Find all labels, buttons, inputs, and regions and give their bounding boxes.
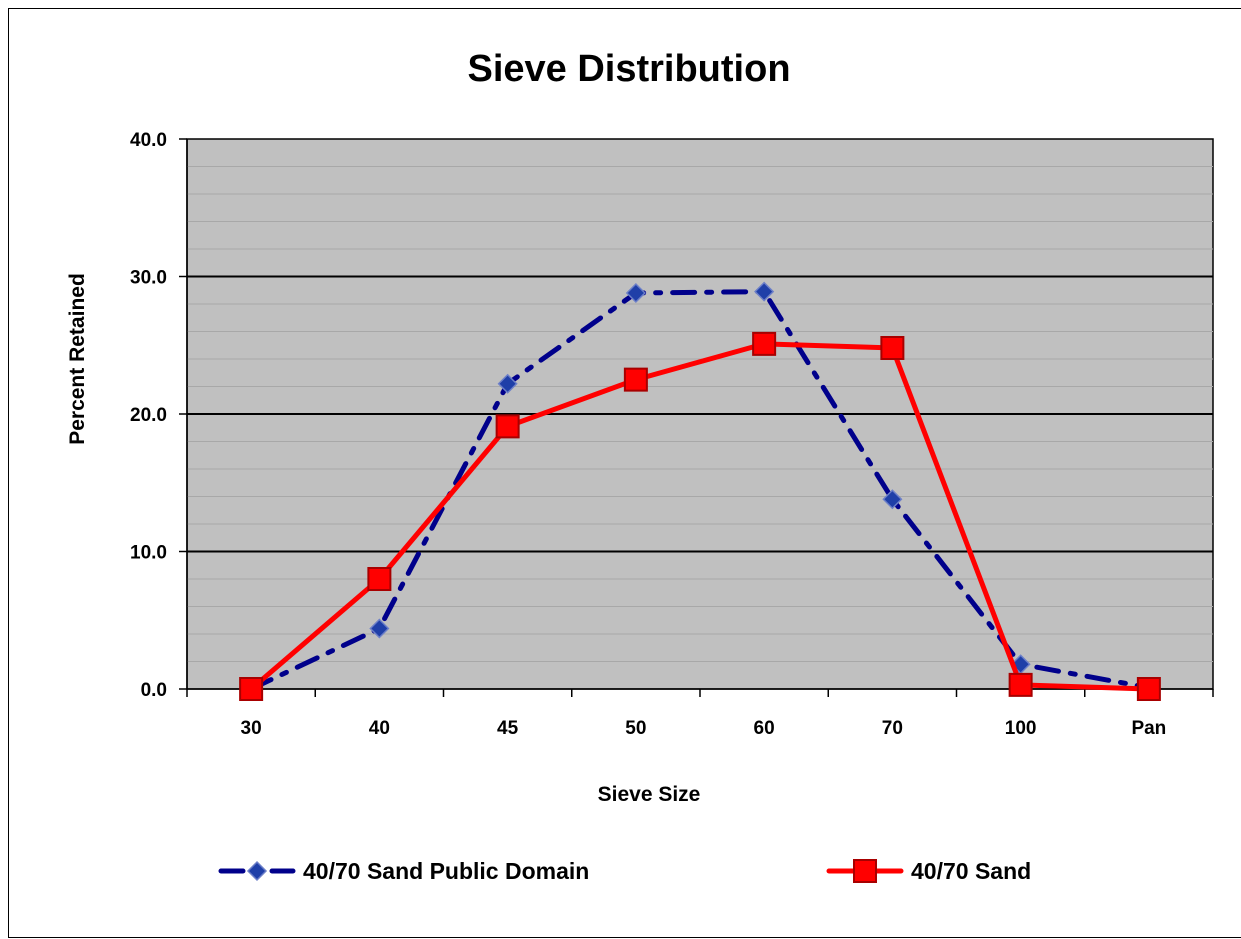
y-tick-label: 20.0 <box>130 405 167 426</box>
x-tick-label: 45 <box>497 718 519 739</box>
chart-svg: Sieve Distribution 0.0 10.0 20.0 30.0 40.0 3… <box>66 48 1214 884</box>
legend: 40/70 Sand Public Domain 40/70 Sand <box>218 858 1031 884</box>
series-line-1 <box>248 289 1152 692</box>
x-tick-label: 50 <box>625 718 646 739</box>
x-axis-label: Sieve Size <box>598 783 701 806</box>
series-1-point <box>882 489 903 510</box>
x-tick-label: 60 <box>754 718 775 739</box>
y-axis-label: Percent Retained <box>66 273 89 445</box>
legend-label-2: 40/70 Sand <box>911 858 1031 884</box>
legend-label-1: 40/70 Sand Public Domain <box>303 858 589 884</box>
x-tick-label: 40 <box>369 718 390 739</box>
gridlines <box>187 166 1213 662</box>
y-tick-label: 30.0 <box>130 268 167 289</box>
series-layer <box>239 281 1161 701</box>
chart-title: Sieve Distribution <box>467 48 790 90</box>
series-2-point <box>752 331 777 356</box>
series-2-point <box>239 677 264 701</box>
series-1-point <box>625 282 646 304</box>
legend-marker-1 <box>246 860 268 882</box>
series-2-point <box>1136 677 1161 701</box>
series-2-point <box>1008 672 1033 697</box>
series-line-2 <box>248 341 1152 692</box>
chart-frame: Sieve Distribution 0.0 10.0 20.0 30.0 40.0 3… <box>8 8 1241 938</box>
x-tick-label: 100 <box>1005 718 1037 739</box>
series-1-point <box>497 373 518 394</box>
series-2-point <box>623 367 648 392</box>
x-tick-label: 70 <box>882 718 903 739</box>
y-tick-label: 0.0 <box>141 680 167 701</box>
y-tick-label: 10.0 <box>130 543 167 564</box>
y-tick-label: 40.0 <box>130 130 167 151</box>
series-2-point <box>367 567 392 591</box>
x-axis: 30 40 45 50 60 70 100 Pan <box>186 688 1214 739</box>
legend-marker-2 <box>853 859 877 883</box>
y-axis: 0.0 10.0 20.0 30.0 40.0 <box>130 130 188 701</box>
series-2-point <box>495 414 520 439</box>
series-1-point <box>369 618 390 639</box>
x-tick-label: 30 <box>241 718 262 739</box>
series-2-point <box>880 336 905 360</box>
series-1-point <box>754 281 775 302</box>
x-tick-label: Pan <box>1131 718 1166 739</box>
